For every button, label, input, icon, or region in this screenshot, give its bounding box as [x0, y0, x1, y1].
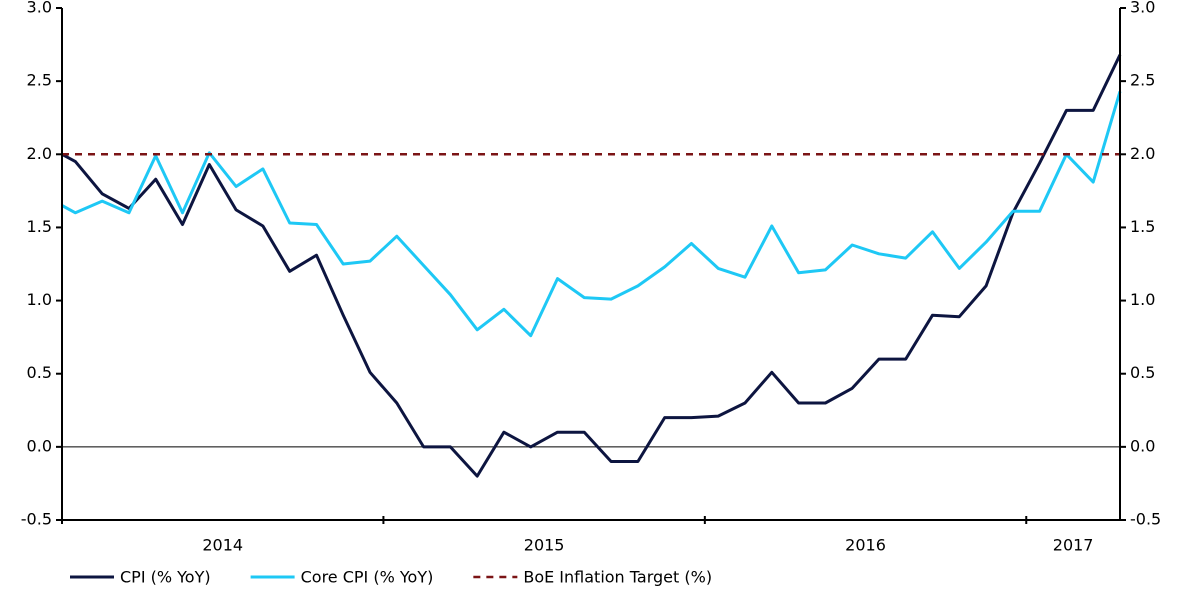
x-tick-label: 2015: [524, 536, 565, 555]
legend-label: CPI (% YoY): [120, 568, 211, 587]
y2-tick-label: 2.0: [1130, 144, 1155, 163]
y2-tick-label: 0.0: [1130, 436, 1155, 455]
y-tick-label: 2.0: [27, 144, 52, 163]
y-tick-label: -0.5: [21, 510, 52, 529]
x-tick-label: 2014: [202, 536, 243, 555]
y2-tick-label: 2.5: [1130, 71, 1155, 90]
y-tick-label: 1.0: [27, 290, 52, 309]
legend-label: Core CPI (% YoY): [301, 568, 434, 587]
series-line: [61, 54, 1122, 478]
y2-tick-label: -0.5: [1130, 510, 1161, 529]
y-tick-label: 3.0: [27, 0, 52, 17]
x-tick-label: 2016: [845, 536, 886, 555]
y2-tick-label: 1.0: [1130, 290, 1155, 309]
y-tick-label: 1.5: [27, 217, 52, 236]
y-tick-label: 0.5: [27, 363, 52, 382]
legend-label: BoE Inflation Target (%): [523, 568, 712, 587]
y2-tick-label: 3.0: [1130, 0, 1155, 17]
y2-tick-label: 1.5: [1130, 217, 1155, 236]
y2-tick-label: 0.5: [1130, 363, 1155, 382]
series-line: [61, 90, 1122, 338]
y-tick-label: 0.0: [27, 436, 52, 455]
y-tick-label: 2.5: [27, 71, 52, 90]
x-tick-label: 2017: [1053, 536, 1094, 555]
